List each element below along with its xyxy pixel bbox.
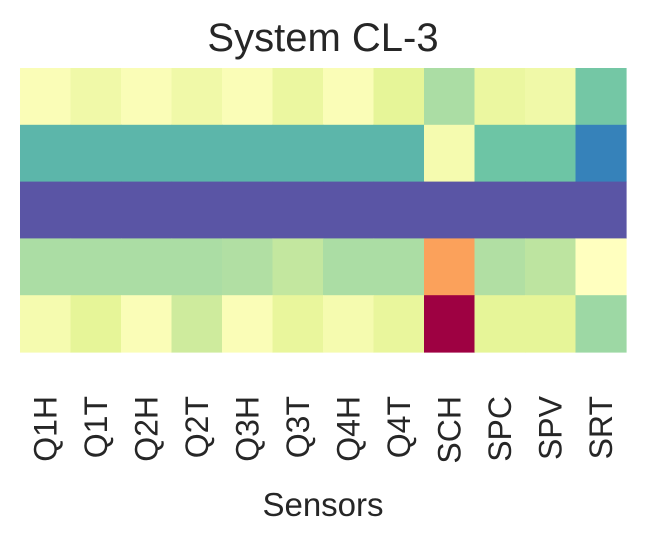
heatmap-cell-r4-q2h <box>121 295 173 353</box>
heatmap-cell-r1-q2h <box>121 124 173 183</box>
heatmap-cell-r3-spc <box>474 238 526 296</box>
heatmap-cell-r2-spc <box>474 181 526 239</box>
heatmap-cell-r0-q1t <box>70 68 122 126</box>
heatmap-cell-r1-q3h <box>222 124 274 183</box>
heatmap-cell-r1-q3t <box>272 124 324 183</box>
heatmap-cell-r2-sch <box>424 181 476 239</box>
heatmap-cell-r4-q3h <box>222 295 274 353</box>
heatmap-cell-r3-q4h <box>323 238 375 296</box>
heatmap-cell-r2-q4h <box>323 181 375 239</box>
x-tick-labels: Q1H Q1T Q2H Q2T Q3H Q3T Q4H Q4T SCH SPC SPV SRT <box>27 395 619 463</box>
x-axis-label: Sensors <box>262 486 383 523</box>
heatmap-cell-r1-q4t <box>373 124 425 183</box>
heatmap-cell-r1-q4h <box>323 124 375 183</box>
heatmap-cell-r2-q3h <box>222 181 274 239</box>
heatmap-cell-r4-spv <box>525 295 577 353</box>
x-tick-label-q4h: Q4H <box>330 396 366 462</box>
heatmap-cell-r0-q4h <box>323 68 375 126</box>
heatmap-cell-r3-q1h <box>20 238 72 296</box>
x-tick-label-q1t: Q1T <box>78 396 114 458</box>
heatmap-cell-r1-spc <box>474 124 526 183</box>
chart-title: System CL-3 <box>207 16 438 60</box>
heatmap-cell-r3-q3h <box>222 238 274 296</box>
heatmap-cell-r1-srt <box>575 124 627 183</box>
heatmap-cell-r2-spv <box>525 181 577 239</box>
heatmap-cell-r0-q3t <box>272 68 324 126</box>
heatmap-cell-r4-q4t <box>373 295 425 353</box>
heatmap-cell-r0-q2h <box>121 68 173 126</box>
x-tick-label-srt: SRT <box>583 396 619 459</box>
x-tick-label-q3h: Q3H <box>229 396 265 462</box>
x-tick-label-sch: SCH <box>431 396 467 464</box>
heatmap-cell-r4-sch <box>424 295 476 353</box>
heatmap-cell-r3-spv <box>525 238 577 296</box>
x-tick-label-q2h: Q2H <box>128 396 164 462</box>
x-tick-label-q2t: Q2T <box>179 396 215 458</box>
x-tick-label-q4t: Q4T <box>381 396 417 458</box>
heatmap-cell-r0-q3h <box>222 68 274 126</box>
heatmap-cell-r3-q3t <box>272 238 324 296</box>
heatmap-cell-r2-q2t <box>171 181 223 239</box>
heatmap-cell-r2-q2h <box>121 181 173 239</box>
heatmap-cell-r0-spc <box>474 68 526 126</box>
heatmap-cell-r0-srt <box>575 68 627 126</box>
heatmap-cell-r1-q2t <box>171 124 223 183</box>
x-tick-label-spv: SPV <box>532 395 568 460</box>
heatmap-cell-r4-srt <box>575 295 627 353</box>
heatmap-cell-r3-srt <box>575 238 627 296</box>
heatmap-cell-r3-q1t <box>70 238 122 296</box>
x-tick-label-q3t: Q3T <box>280 396 316 458</box>
heatmap-cell-r1-q1t <box>70 124 122 183</box>
heatmap-cell-r4-q2t <box>171 295 223 353</box>
heatmap-cell-r4-q1h <box>20 295 72 353</box>
heatmap-cell-r0-q4t <box>373 68 425 126</box>
heatmap-cell-r3-sch <box>424 238 476 296</box>
heatmap-cell-r1-sch <box>424 124 476 183</box>
heatmap-cell-r2-q1t <box>70 181 122 239</box>
heatmap-cell-r4-q4h <box>323 295 375 353</box>
heatmap-cells <box>20 68 627 353</box>
heatmap-cell-r0-spv <box>525 68 577 126</box>
heatmap-cell-r0-q2t <box>171 68 223 126</box>
heatmap-cell-r3-q2h <box>121 238 173 296</box>
heatmap-cell-r2-q3t <box>272 181 324 239</box>
heatmap-cell-r0-q1h <box>20 68 72 126</box>
heatmap-cell-r3-q4t <box>373 238 425 296</box>
heatmap-cell-r2-q1h <box>20 181 72 239</box>
heatmap-cell-r3-q2t <box>171 238 223 296</box>
x-tick-label-q1h: Q1H <box>27 396 63 462</box>
heatmap-cell-r1-q1h <box>20 124 72 183</box>
heatmap-cell-r0-sch <box>424 68 476 126</box>
heatmap-cell-r4-spc <box>474 295 526 353</box>
heatmap-cell-r4-q3t <box>272 295 324 353</box>
heatmap-cell-r2-q4t <box>373 181 425 239</box>
x-tick-label-spc: SPC <box>482 396 518 462</box>
heatmap-cell-r1-spv <box>525 124 577 183</box>
heatmap-cell-r4-q1t <box>70 295 122 353</box>
heatmap-cell-r2-srt <box>575 181 627 239</box>
